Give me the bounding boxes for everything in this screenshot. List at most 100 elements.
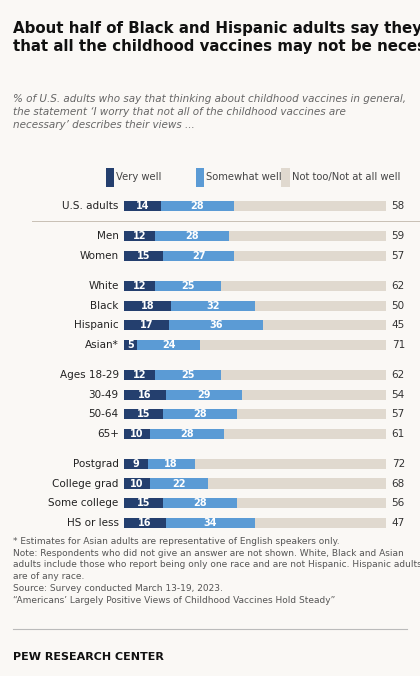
Bar	[150, 479, 208, 489]
Bar	[155, 281, 221, 291]
Text: 28: 28	[180, 429, 194, 439]
Text: 57: 57	[392, 251, 405, 261]
Bar	[124, 301, 386, 311]
Bar	[161, 201, 234, 211]
Bar	[124, 370, 386, 380]
Bar	[171, 301, 255, 311]
Bar	[124, 518, 386, 528]
Text: 9: 9	[132, 459, 139, 469]
Text: 28: 28	[193, 409, 207, 419]
Bar	[281, 168, 289, 187]
Text: 34: 34	[204, 518, 217, 528]
Bar	[124, 201, 386, 211]
Bar	[124, 498, 163, 508]
Text: 50: 50	[392, 301, 405, 311]
Text: Postgrad: Postgrad	[73, 459, 119, 469]
Text: 28: 28	[185, 231, 199, 241]
Bar	[124, 409, 163, 419]
Bar	[124, 429, 150, 439]
Text: 16: 16	[138, 518, 152, 528]
Text: 61: 61	[392, 429, 405, 439]
Bar	[155, 231, 229, 241]
Text: Very well: Very well	[116, 172, 162, 183]
Text: Somewhat well: Somewhat well	[206, 172, 282, 183]
Text: 36: 36	[209, 320, 223, 331]
Text: 15: 15	[137, 409, 150, 419]
Bar	[163, 409, 237, 419]
Text: About half of Black and Hispanic adults say they worry
that all the childhood va: About half of Black and Hispanic adults …	[13, 21, 420, 54]
Bar	[124, 340, 386, 350]
Text: 32: 32	[206, 301, 220, 311]
Text: Hispanic: Hispanic	[74, 320, 119, 331]
Text: 15: 15	[137, 251, 150, 261]
Text: 68: 68	[392, 479, 405, 489]
Text: Asian*: Asian*	[85, 340, 119, 349]
Bar	[124, 281, 155, 291]
Text: 56: 56	[392, 498, 405, 508]
Text: 29: 29	[197, 389, 211, 400]
Text: 71: 71	[392, 340, 405, 349]
Text: 22: 22	[172, 479, 186, 489]
Bar	[124, 459, 147, 469]
Bar	[124, 389, 386, 400]
Text: 50-64: 50-64	[89, 409, 119, 419]
Text: 72: 72	[392, 459, 405, 469]
Bar	[124, 320, 386, 331]
Text: White: White	[88, 281, 119, 291]
Text: * Estimates for Asian adults are representative of English speakers only.
Note: : * Estimates for Asian adults are represe…	[13, 537, 420, 605]
Bar	[124, 409, 386, 419]
Bar	[166, 389, 242, 400]
Text: 30-49: 30-49	[89, 389, 119, 400]
Bar	[124, 320, 168, 331]
Text: 65+: 65+	[97, 429, 119, 439]
Text: PEW RESEARCH CENTER: PEW RESEARCH CENTER	[13, 652, 163, 662]
Text: U.S. adults: U.S. adults	[62, 201, 119, 211]
Text: Not too/Not at all well: Not too/Not at all well	[291, 172, 400, 183]
Text: 14: 14	[136, 201, 149, 211]
Text: 28: 28	[193, 498, 207, 508]
Bar	[163, 251, 234, 261]
Text: 12: 12	[133, 370, 147, 380]
Text: 12: 12	[133, 231, 147, 241]
Bar	[124, 251, 386, 261]
Bar	[124, 479, 386, 489]
Bar	[124, 429, 386, 439]
Text: College grad: College grad	[52, 479, 119, 489]
Bar	[124, 251, 163, 261]
Text: 15: 15	[137, 498, 150, 508]
Text: 17: 17	[139, 320, 153, 331]
Text: 10: 10	[130, 479, 144, 489]
Text: Black: Black	[90, 301, 119, 311]
Text: % of U.S. adults who say that thinking about childhood vaccines in general,
the : % of U.S. adults who say that thinking a…	[13, 95, 406, 130]
Text: 25: 25	[181, 281, 195, 291]
Text: HS or less: HS or less	[67, 518, 119, 528]
Text: 57: 57	[392, 409, 405, 419]
Text: 16: 16	[138, 389, 152, 400]
Bar	[147, 459, 195, 469]
Bar	[124, 459, 386, 469]
Text: 45: 45	[392, 320, 405, 331]
Bar	[124, 479, 150, 489]
Bar	[124, 518, 166, 528]
Text: 62: 62	[392, 281, 405, 291]
Text: 59: 59	[392, 231, 405, 241]
Text: 58: 58	[392, 201, 405, 211]
Text: Ages 18-29: Ages 18-29	[60, 370, 119, 380]
Text: 54: 54	[392, 389, 405, 400]
Bar	[155, 370, 221, 380]
Bar	[124, 340, 137, 350]
Bar	[124, 301, 171, 311]
Bar	[124, 498, 386, 508]
Bar	[137, 340, 200, 350]
Bar	[124, 201, 161, 211]
Text: Men: Men	[97, 231, 119, 241]
Text: 5: 5	[127, 340, 134, 349]
Bar	[124, 281, 386, 291]
Text: 25: 25	[181, 370, 195, 380]
Bar	[124, 231, 386, 241]
Bar	[106, 168, 114, 187]
Bar	[163, 498, 237, 508]
Bar	[168, 320, 263, 331]
Text: 12: 12	[133, 281, 147, 291]
Bar	[124, 389, 166, 400]
